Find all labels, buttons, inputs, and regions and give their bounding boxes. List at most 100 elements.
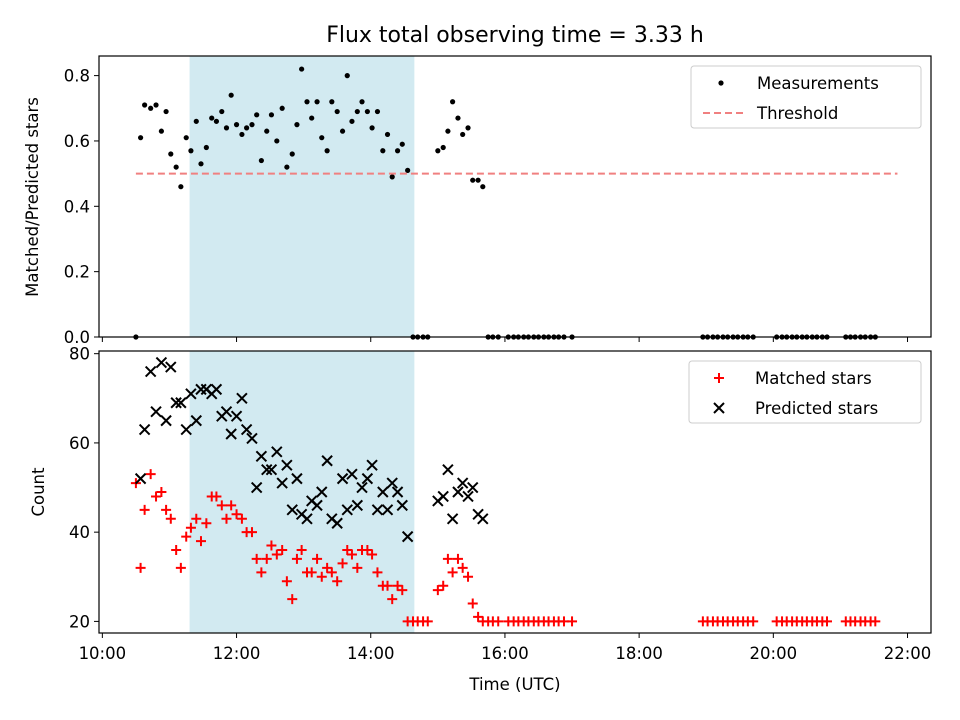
matched-star-point (463, 571, 474, 582)
bottom-axes: 20 40 60 80 10:00 12:00 14:00 16:00 18:00 20:00 22… (69, 345, 932, 663)
predicted-star-point (301, 513, 313, 525)
measurement-point (299, 66, 305, 72)
measurement-point (279, 105, 285, 111)
predicted-star-point (276, 477, 288, 489)
top-observing-window (189, 56, 415, 337)
top-legend: Measurements Threshold (690, 65, 922, 129)
bottom-y-tick-label: 20 (69, 612, 90, 631)
measurement-point (264, 128, 270, 134)
measurement-point (465, 125, 471, 131)
measurement-point (209, 115, 215, 121)
predicted-star-point (356, 481, 368, 494)
matched-star-point (211, 491, 222, 502)
matched-star-point (822, 616, 832, 627)
bottom-y-tick-label: 80 (69, 345, 90, 364)
measurement-point (213, 118, 220, 124)
matched-star-point (201, 518, 212, 529)
predicted-star-point (255, 450, 268, 463)
measurement-point (324, 148, 330, 154)
matched-star-point (457, 562, 468, 573)
bottom-legend-label: Matched stars (755, 369, 872, 388)
matched-star-point (151, 491, 162, 502)
predicted-star-point (401, 530, 414, 543)
measurement-point (389, 174, 395, 180)
predicted-star-point (286, 504, 298, 516)
top-legend-label: Threshold (756, 104, 838, 123)
predicted-star-point (155, 356, 168, 369)
matched-star-point (392, 580, 403, 591)
matched-star-point (337, 558, 348, 569)
measurement-point (354, 108, 360, 115)
measurement-point (369, 125, 375, 131)
predicted-star-point (170, 397, 182, 409)
top-y-tick-label: 0.6 (64, 132, 90, 151)
bottom-y-axis-label: Count (29, 467, 48, 517)
matched-star-point (442, 553, 453, 564)
matched-star-point (175, 562, 186, 573)
measurement-point (319, 135, 325, 141)
measurement-point (475, 177, 481, 183)
measurement-point (153, 102, 159, 108)
measurement-point (304, 99, 310, 105)
top-y-tick-label: 0.2 (64, 263, 90, 282)
bottom-legend: Matched stars Predicted stars (688, 360, 922, 424)
top-y-tick-label: 0.8 (64, 67, 90, 86)
x-tick-label: 16:00 (481, 644, 529, 663)
matched-star-point (372, 567, 383, 578)
measurement-point (359, 99, 365, 105)
predicted-star-point (230, 410, 243, 422)
measurement-point (188, 148, 194, 154)
predicted-star-point (138, 423, 151, 436)
matched-star-point (181, 531, 192, 542)
matched-star-point (326, 567, 337, 578)
predicted-star-point (246, 432, 258, 445)
measurement-point (183, 135, 189, 141)
matched-star-point (251, 553, 262, 564)
matched-star-point (352, 562, 363, 573)
matched-star-point (271, 549, 282, 560)
measurement-point (148, 105, 154, 111)
matched-star-point (342, 545, 353, 556)
measurement-point (384, 131, 391, 138)
predicted-star-point (437, 490, 449, 503)
measurement-point (268, 112, 275, 118)
measurement-point (142, 102, 148, 108)
matched-star-point (216, 500, 227, 511)
legend-measurement-swatch (718, 80, 724, 86)
x-tick-label: 10:00 (79, 644, 127, 663)
predicted-star-point (381, 504, 394, 516)
measurement-point (258, 157, 264, 164)
matched-star-point (296, 545, 307, 556)
bottom-legend-box (688, 360, 922, 424)
predicted-star-point (371, 504, 384, 516)
matched-star-point (165, 513, 176, 524)
predicted-star-point (236, 392, 248, 405)
predicted-star-point (442, 463, 454, 476)
predicted-star-point (452, 486, 464, 498)
predicted-star-point (341, 504, 353, 516)
predicted-star-point (180, 423, 192, 436)
predicted-star-point (456, 477, 469, 489)
measurement-point (244, 125, 250, 131)
measurement-point (203, 144, 209, 151)
predicted-star-point (446, 513, 459, 525)
predicted-star-point (261, 463, 273, 476)
matched-star-point (145, 469, 156, 480)
matched-star-point (870, 616, 881, 627)
matched-star-point (287, 594, 298, 605)
matched-star-point (493, 616, 504, 627)
predicted-star-point (346, 468, 358, 480)
matched-star-point (438, 580, 449, 591)
matched-star-point (261, 553, 272, 564)
measurement-point (399, 141, 405, 147)
measurement-point (294, 122, 300, 128)
measurement-point (329, 99, 335, 105)
matched-star-point (231, 509, 242, 520)
measurement-point (480, 184, 486, 190)
bottom-axes-frame (98, 350, 932, 634)
matched-star-point (306, 567, 317, 578)
predicted-star-point (331, 517, 343, 529)
matched-star-point (277, 545, 288, 556)
top-y-axis-label: Matched/Predicted stars (23, 97, 42, 297)
